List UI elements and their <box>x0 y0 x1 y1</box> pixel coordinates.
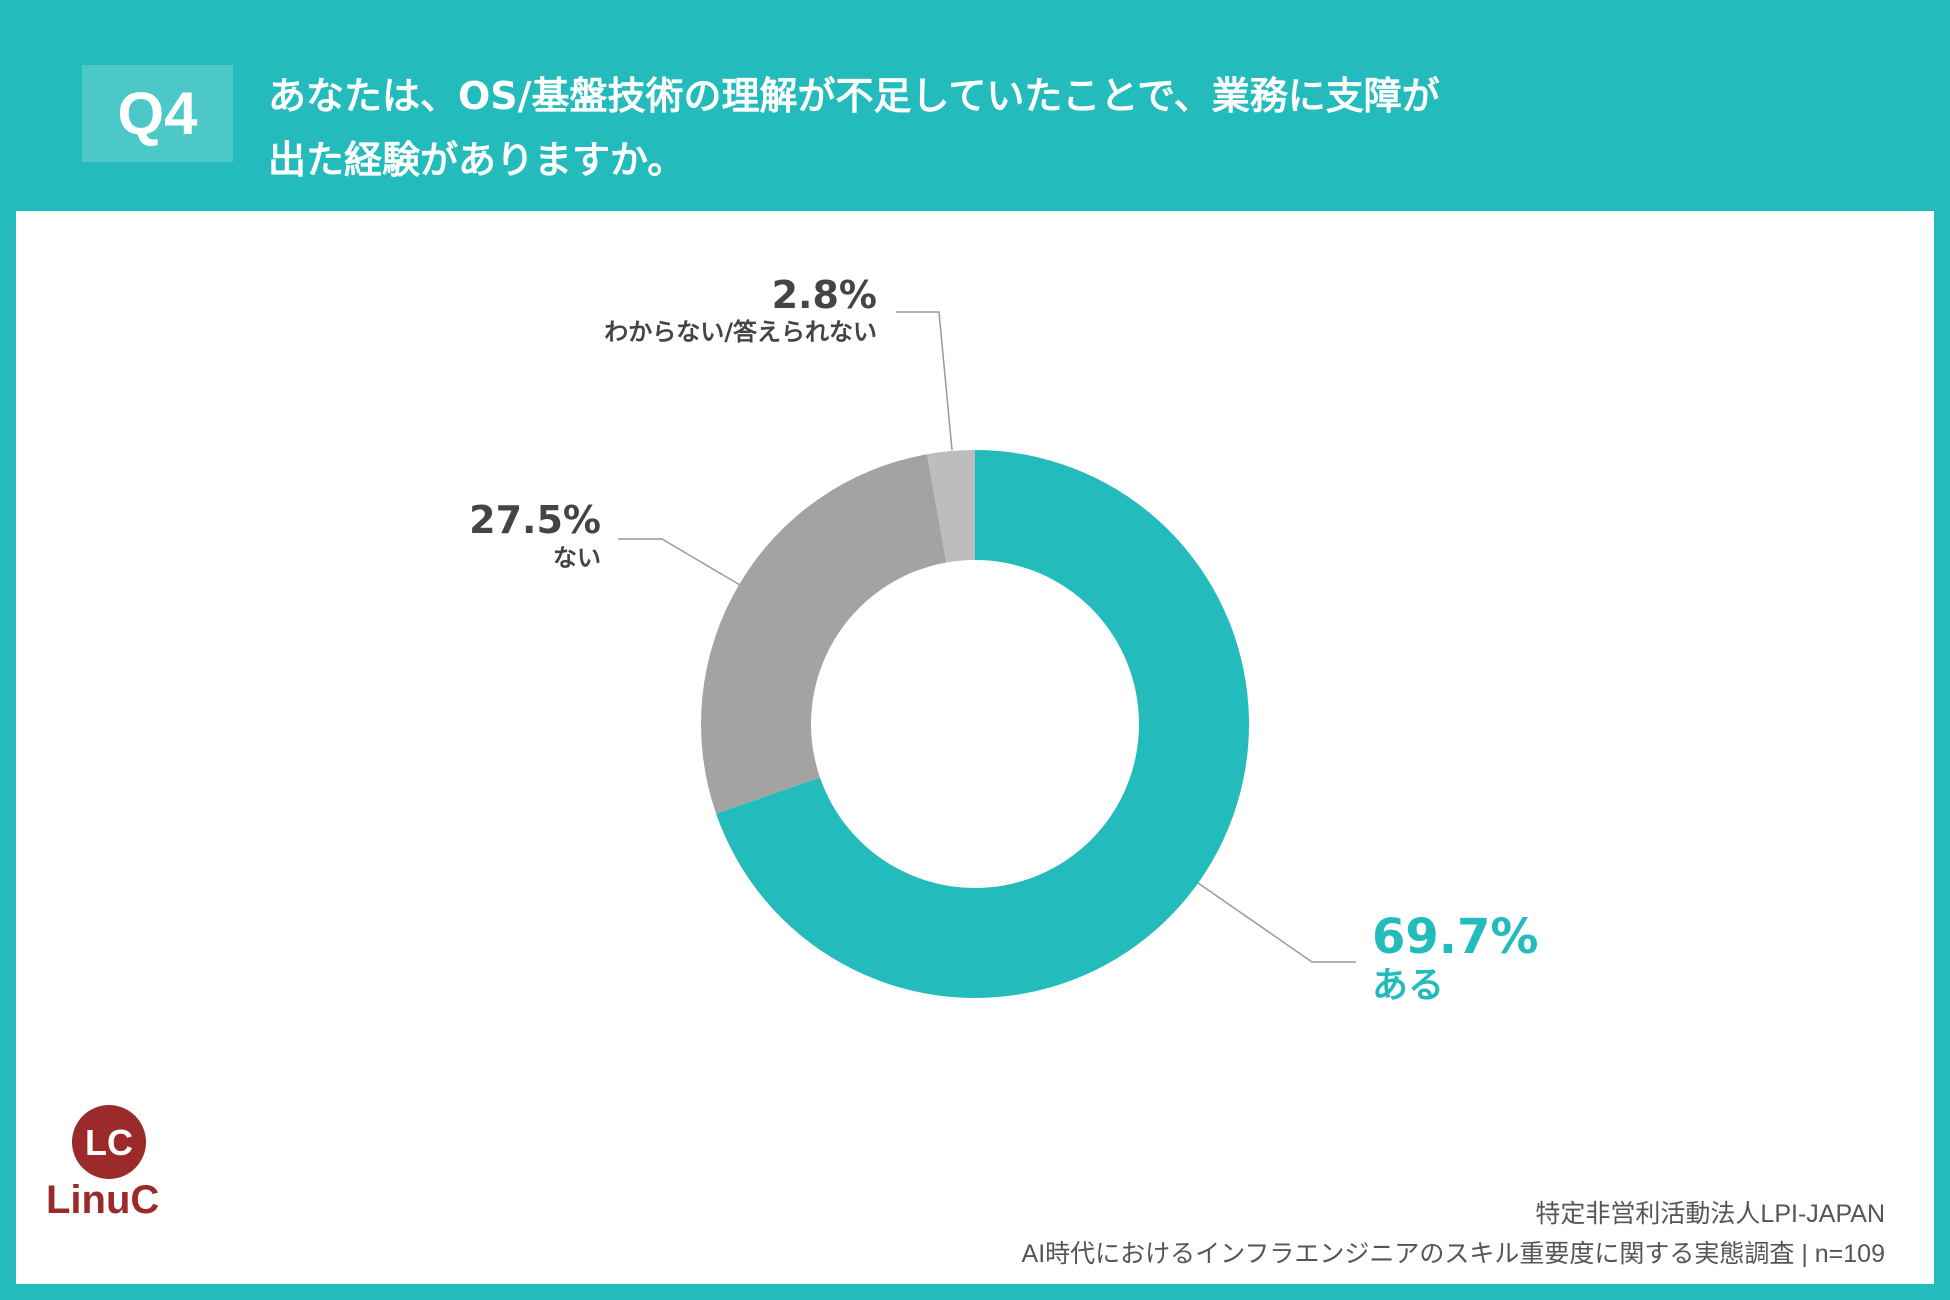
logo-mark: LC <box>85 1122 133 1163</box>
label-yes-value: 69.7% <box>1372 909 1539 965</box>
linuc-logo: LC <box>72 1105 146 1179</box>
donut-slice-0 <box>716 450 1250 998</box>
donut-slice-2 <box>927 450 975 563</box>
question-title: あなたは、OS/基盤技術の理解が不足していたことで、業務に支障が 出た経験があり… <box>268 64 1768 192</box>
question-badge: Q4 <box>82 65 233 162</box>
title-line-1: あなたは、OS/基盤技術の理解が不足していたことで、業務に支障が <box>268 74 1440 118</box>
donut-slice-1 <box>701 454 947 814</box>
label-no-value: 27.5% <box>469 498 601 542</box>
label-unknown-value: 2.8% <box>772 273 877 317</box>
chart-panel <box>16 211 1934 1284</box>
label-no-name: ない <box>553 544 601 572</box>
label-unknown-name: わからない/答えられない <box>604 318 877 346</box>
label-yes-name: ある <box>1372 965 1444 1006</box>
logo-text: LinuC <box>46 1178 160 1222</box>
title-line-2: 出た経験がありますか。 <box>268 138 686 182</box>
leader-line-yes <box>1197 882 1356 963</box>
leader-line-no <box>618 538 741 586</box>
leader-line-unknown <box>896 311 953 451</box>
footer-org: 特定非営利活動法人LPI-JAPAN <box>1535 1200 1885 1228</box>
footer-survey: AI時代におけるインフラエンジニアのスキル重要度に関する実態調査 | n=109 <box>1021 1240 1885 1268</box>
